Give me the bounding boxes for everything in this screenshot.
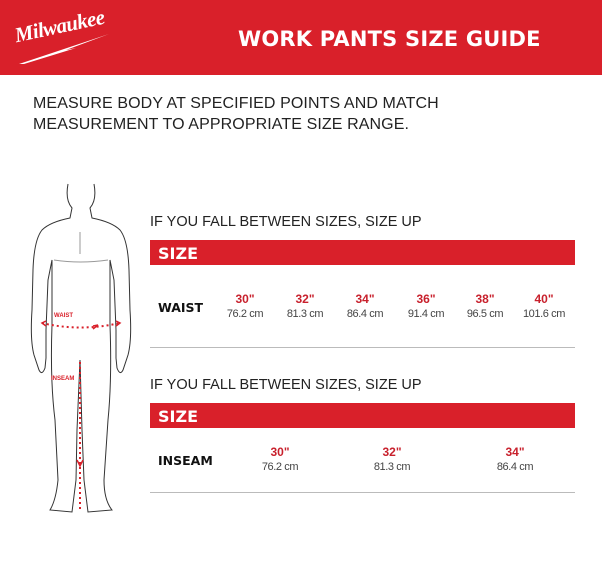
instruction-line: MEASURE BODY AT SPECIFIED POINTS AND MAT… <box>33 95 439 112</box>
size-cm: 81.3 cm <box>373 461 411 473</box>
size-inches: 30" <box>235 292 255 306</box>
divider <box>150 492 575 493</box>
inseam-size-header: SIZE <box>150 403 575 428</box>
size-cell: 30" 76.2 cm <box>250 445 310 473</box>
size-cell: 30" 76.2 cm <box>215 292 275 320</box>
size-cell: 34" 86.4 cm <box>335 292 395 320</box>
instructions: MEASURE BODY AT SPECIFIED POINTS AND MAT… <box>33 93 439 135</box>
body-figure: WAIST INSEAM <box>30 183 132 513</box>
lightning-bolt-icon <box>19 34 109 64</box>
size-cm: 86.4 cm <box>496 461 534 473</box>
page-title: WORK PANTS SIZE GUIDE <box>238 27 541 51</box>
size-cell: 36" 91.4 cm <box>396 292 456 320</box>
waist-label: WAIST <box>54 313 73 319</box>
size-cm: 91.4 cm <box>407 308 445 320</box>
size-cell: 32" 81.3 cm <box>275 292 335 320</box>
waist-row-label: WAIST <box>158 300 204 315</box>
size-inches: 30" <box>270 445 290 459</box>
size-inches: 34" <box>505 445 525 459</box>
size-inches: 38" <box>475 292 495 306</box>
size-inches: 32" <box>382 445 402 459</box>
inseam-note: IF YOU FALL BETWEEN SIZES, SIZE UP <box>150 377 422 393</box>
size-cell: 40" 101.6 cm <box>514 292 574 320</box>
size-cm: 96.5 cm <box>466 308 504 320</box>
size-inches: 40" <box>534 292 554 306</box>
inseam-label: INSEAM <box>51 376 74 382</box>
size-cell: 38" 96.5 cm <box>455 292 515 320</box>
size-cm: 86.4 cm <box>346 308 384 320</box>
size-inches: 34" <box>355 292 375 306</box>
waist-note: IF YOU FALL BETWEEN SIZES, SIZE UP <box>150 214 422 230</box>
instruction-line: MEASUREMENT TO APPROPRIATE SIZE RANGE. <box>33 116 410 133</box>
size-cm: 81.3 cm <box>286 308 324 320</box>
waist-size-header: SIZE <box>150 240 575 265</box>
divider <box>150 347 575 348</box>
size-inches: 32" <box>295 292 315 306</box>
size-cell: 34" 86.4 cm <box>485 445 545 473</box>
size-cm: 76.2 cm <box>226 308 264 320</box>
inseam-row-label: INSEAM <box>158 453 213 468</box>
header-banner: Milwaukee WORK PANTS SIZE GUIDE <box>0 0 602 75</box>
size-cm: 76.2 cm <box>261 461 299 473</box>
size-cell: 32" 81.3 cm <box>362 445 422 473</box>
size-inches: 36" <box>416 292 436 306</box>
size-cm: 101.6 cm <box>522 308 566 320</box>
